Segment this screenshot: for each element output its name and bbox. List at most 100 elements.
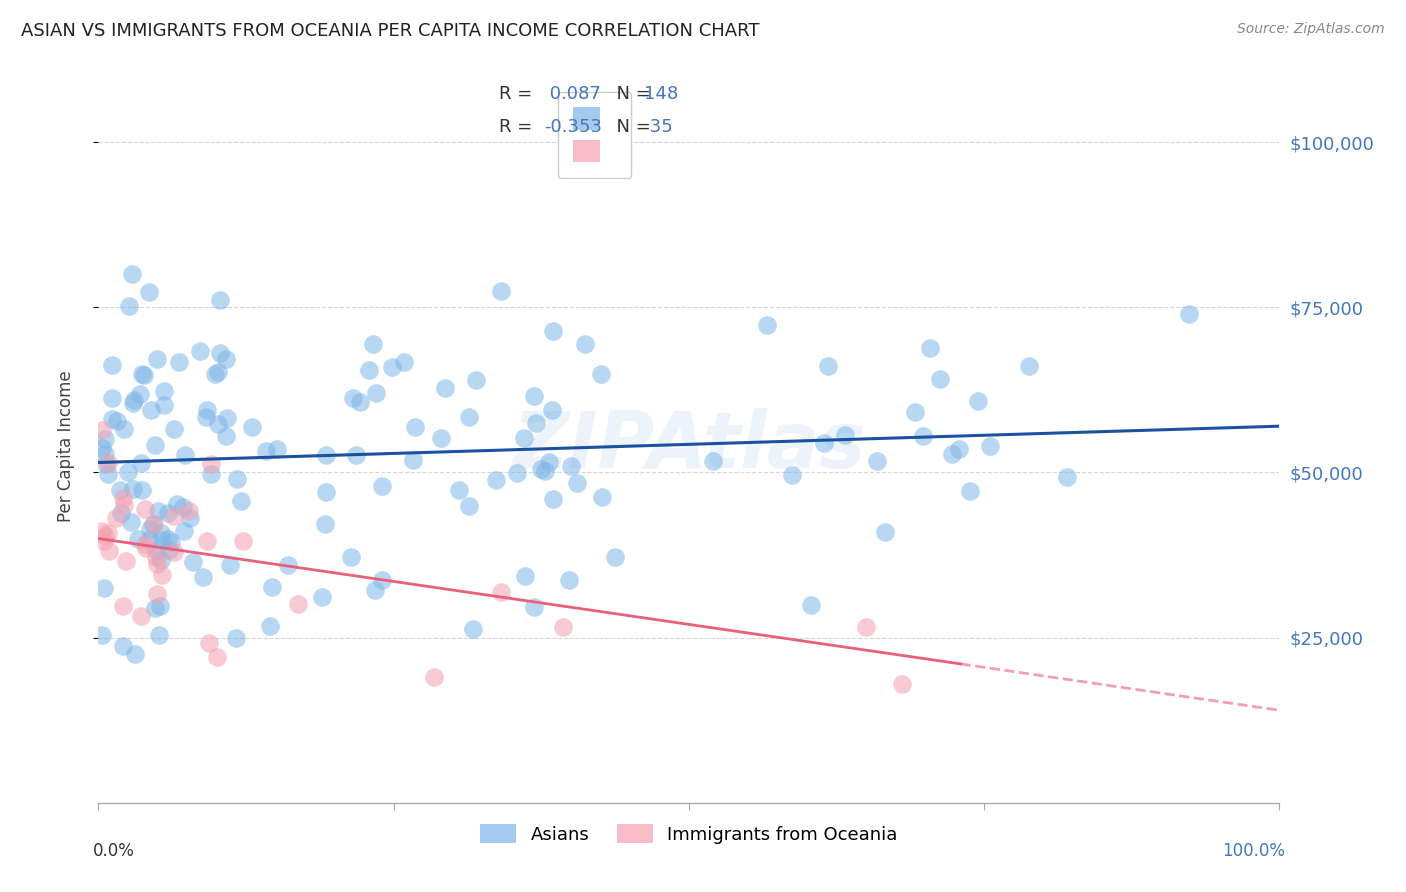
Point — [148, 628, 170, 642]
Point — [112, 499, 135, 513]
Text: -0.353: -0.353 — [544, 118, 602, 136]
Point — [128, 387, 150, 401]
Point — [259, 619, 281, 633]
Point — [131, 483, 153, 498]
Point — [179, 504, 201, 518]
Point — [167, 355, 190, 369]
Point — [315, 448, 337, 462]
Point — [756, 318, 779, 333]
Text: ZIPAtlas: ZIPAtlas — [512, 408, 866, 484]
Text: 0.087: 0.087 — [544, 85, 600, 103]
Point — [485, 473, 508, 487]
Point — [1177, 307, 1199, 321]
Text: N =: N = — [605, 118, 657, 136]
Point — [97, 543, 120, 558]
Point — [135, 541, 157, 556]
Point — [370, 573, 392, 587]
Point — [134, 537, 156, 551]
Point — [183, 555, 205, 569]
Point — [150, 533, 173, 547]
Point — [195, 533, 218, 548]
Point — [512, 431, 534, 445]
Point — [153, 398, 176, 412]
Point — [215, 351, 238, 366]
Point — [218, 558, 240, 573]
Point — [813, 436, 835, 450]
Point — [142, 516, 165, 531]
Point — [172, 500, 194, 515]
Point — [91, 628, 114, 642]
Point — [157, 506, 180, 520]
Point — [100, 391, 122, 405]
Point — [366, 386, 388, 401]
Point — [153, 384, 176, 399]
Point — [967, 394, 990, 409]
Point — [122, 396, 145, 410]
Point — [97, 525, 120, 540]
Point — [93, 581, 115, 595]
Text: Source: ZipAtlas.com: Source: ZipAtlas.com — [1237, 22, 1385, 37]
Point — [145, 549, 167, 564]
Point — [145, 542, 167, 557]
Point — [145, 600, 167, 615]
Point — [834, 428, 856, 442]
Point — [150, 526, 173, 541]
Point — [150, 568, 173, 582]
Point — [94, 457, 117, 471]
Point — [208, 293, 231, 307]
Point — [149, 553, 172, 567]
Point — [929, 372, 952, 386]
Point — [138, 285, 160, 299]
Point — [101, 412, 124, 426]
Point — [179, 510, 201, 524]
Point — [112, 639, 135, 653]
Point — [240, 420, 263, 434]
Point — [254, 444, 277, 458]
Point — [314, 516, 336, 531]
Point — [200, 467, 222, 482]
Point — [574, 336, 596, 351]
Point — [506, 466, 529, 480]
Point — [195, 403, 218, 417]
Point — [93, 534, 115, 549]
Point — [948, 442, 970, 457]
Point — [146, 504, 169, 518]
Point — [139, 522, 162, 536]
Point — [117, 465, 139, 479]
Point — [129, 609, 152, 624]
Point — [143, 437, 166, 451]
Point — [340, 549, 363, 564]
Text: 148: 148 — [644, 85, 678, 103]
Point — [163, 545, 186, 559]
Point — [122, 393, 145, 408]
Point — [855, 620, 877, 634]
Point — [111, 491, 134, 505]
Legend: Asians, Immigrants from Oceania: Asians, Immigrants from Oceania — [472, 816, 905, 851]
Point — [461, 622, 484, 636]
Point — [91, 424, 114, 438]
Point — [287, 597, 309, 611]
Point — [342, 392, 364, 406]
Point — [191, 570, 214, 584]
Point — [160, 534, 183, 549]
Point — [371, 478, 394, 492]
Point — [530, 462, 553, 476]
Point — [344, 448, 367, 462]
Point — [207, 417, 229, 431]
Point — [112, 422, 135, 436]
Point — [122, 482, 145, 496]
Point — [146, 351, 169, 366]
Point — [115, 553, 138, 567]
Point — [394, 354, 416, 368]
Point — [231, 534, 253, 549]
Point — [94, 446, 117, 460]
Point — [565, 476, 588, 491]
Point — [364, 582, 387, 597]
Point — [146, 586, 169, 600]
Point — [163, 509, 186, 524]
Point — [591, 490, 613, 504]
Point — [541, 325, 564, 339]
Point — [200, 457, 222, 471]
Text: 0.0%: 0.0% — [93, 842, 135, 860]
Point — [457, 409, 479, 424]
